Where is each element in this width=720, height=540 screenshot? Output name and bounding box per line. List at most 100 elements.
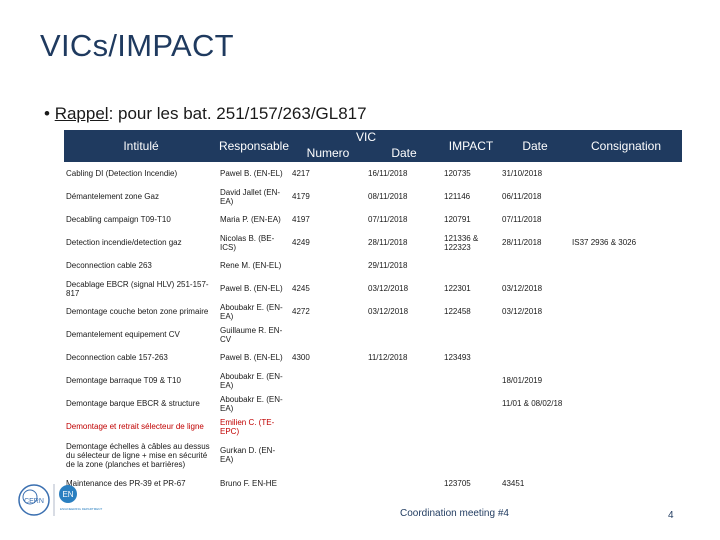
- cell-responsable: Rene M. (EN-EL): [220, 261, 282, 270]
- cell-impact-date: 11/01 & 08/02/18: [502, 399, 563, 408]
- cell-responsable: Emilien C. (TE-EPC): [220, 417, 275, 436]
- bullet-underlined: Rappel: [54, 104, 109, 123]
- cell-responsable: Aboubakr E. (EN-EA): [220, 394, 283, 413]
- cell-vic-numero: [290, 323, 366, 346]
- table-row: Demontage barraque T09 & T10 Aboubakr E. …: [64, 369, 682, 392]
- cell-intitule: Decabling campaign T09-T10: [66, 215, 171, 224]
- cell-consignation: [570, 369, 682, 392]
- cell-impact-date: [500, 254, 570, 277]
- table-row: Maintenance des PR-39 et PR-67 Bruno F. E…: [64, 472, 682, 495]
- cell-impact: [442, 323, 500, 346]
- en-logo-caption: ENGINEERING DEPARTMENT: [60, 507, 102, 511]
- cell-consignation: [570, 346, 682, 369]
- cell-impact-date: 31/10/2018: [502, 169, 543, 178]
- cell-impact: 122458: [444, 307, 471, 316]
- header-consignation: Consignation: [570, 130, 683, 162]
- cell-consignation: [570, 438, 682, 472]
- cell-intitule: Deconnection cable 157-263: [66, 353, 168, 362]
- table-row: Demontage échelles à câbles au dessus du…: [64, 438, 682, 472]
- cell-vic-numero: [290, 369, 366, 392]
- cell-vic-date: 03/12/2018: [368, 284, 409, 293]
- header-intitule: Intitulé: [64, 130, 218, 162]
- cell-impact: 123493: [444, 353, 471, 362]
- header-impact: IMPACT: [442, 130, 501, 162]
- cell-vic-numero: 4300: [292, 353, 310, 362]
- cell-consignation: [570, 162, 682, 185]
- cell-intitule: Demontage barraque T09 & T10: [66, 376, 181, 385]
- cell-vic-numero: 4197: [292, 215, 310, 224]
- cell-intitule: Deconnection cable 263: [66, 261, 152, 270]
- cell-vic-date: 29/11/2018: [368, 261, 408, 270]
- cell-impact-date: [500, 438, 570, 472]
- cell-vic-numero: 4217: [292, 169, 310, 178]
- cell-intitule: Démantelement zone Gaz: [66, 192, 159, 201]
- cell-consignation: [570, 185, 682, 208]
- cell-responsable: Nicolas B. (BE-ICS): [220, 233, 275, 252]
- cern-logo-inner-ring: [22, 489, 38, 505]
- table-row: Démantelement zone Gaz David Jallet (EN-E…: [64, 185, 682, 208]
- cell-impact-date: 03/12/2018: [502, 307, 543, 316]
- table-row: Demontage couche beton zone primaire Abou…: [64, 300, 682, 323]
- cell-impact: [442, 369, 500, 392]
- cell-impact: [442, 254, 500, 277]
- rappel-bullet: • Rappel: pour les bat. 251/157/263/GL81…: [44, 104, 367, 124]
- cell-impact: 123705: [444, 479, 471, 488]
- cell-impact-date: 07/11/2018: [502, 215, 542, 224]
- cell-consignation: [570, 392, 682, 415]
- header-responsable: Responsable: [218, 130, 290, 162]
- cell-vic-date: 11/12/2018: [368, 353, 408, 362]
- cell-impact: 121336 & 122323: [444, 233, 479, 252]
- cern-logo-ring: [18, 484, 50, 516]
- table-row: Decabling campaign T09-T10 Maria P. (EN-E…: [64, 208, 682, 231]
- cell-impact: 120735: [444, 169, 471, 178]
- cell-impact-date: [500, 346, 570, 369]
- cell-responsable: Bruno F. EN-HE: [220, 479, 277, 488]
- vic-table: Intitulé Responsable VIC IMPACT Date Con…: [64, 130, 683, 495]
- cell-vic-date: 16/11/2018: [368, 169, 408, 178]
- cell-impact-date: [500, 323, 570, 346]
- table-row: Demontage et retrait sélecteur de ligne E…: [64, 415, 682, 438]
- cell-responsable: Pawel B. (EN-EL): [220, 169, 283, 178]
- en-logo-badge: [59, 485, 77, 503]
- cell-vic-date: 28/11/2018: [368, 238, 408, 247]
- table-row: Detection incendie/detection gaz Nicolas …: [64, 231, 682, 254]
- cell-responsable: Guillaume R. EN-CV: [220, 325, 283, 344]
- cell-vic-numero: [290, 254, 366, 277]
- cell-intitule: Maintenance des PR-39 et PR-67: [66, 479, 186, 488]
- cell-vic-numero: [290, 438, 366, 472]
- bullet-rest: : pour les bat. 251/157/263/GL817: [108, 104, 367, 123]
- cell-vic-numero: [290, 392, 366, 415]
- cell-responsable: Aboubakr E. (EN-EA): [220, 371, 283, 390]
- cell-vic-date: [366, 438, 442, 472]
- cell-vic-numero: 4249: [292, 238, 310, 247]
- cell-impact: [442, 392, 500, 415]
- cell-vic-date: [366, 392, 442, 415]
- bullet-marker: •: [44, 104, 50, 123]
- cell-vic-date: [366, 323, 442, 346]
- cell-consignation: [570, 323, 682, 346]
- table-row: Demontage barque EBCR & structure Aboubak…: [64, 392, 682, 415]
- cell-responsable: Gurkan D. (EN-EA): [220, 446, 276, 464]
- table-row: Deconnection cable 157-263 Pawel B. (EN-E…: [64, 346, 682, 369]
- cell-intitule: Decablage EBCR (signal HLV) 251-157-817: [66, 279, 209, 298]
- header-impact-date: Date: [500, 130, 571, 162]
- cell-impact-date: 18/01/2019: [502, 376, 543, 385]
- cell-intitule: Demontage et retrait sélecteur de ligne: [66, 422, 204, 431]
- cell-vic-date: 07/11/2018: [368, 215, 408, 224]
- cell-consignation: [570, 415, 682, 438]
- cell-impact-date: 43451: [502, 479, 525, 488]
- table-row: Deconnection cable 263 Rene M. (EN-EL) 29/…: [64, 254, 682, 277]
- cell-impact: 122301: [444, 284, 471, 293]
- table-body: Cabling DI (Detection Incendie) Pawel B. …: [64, 162, 682, 495]
- cell-vic-date: 03/12/2018: [368, 307, 409, 316]
- header-vic-date: Date: [366, 144, 443, 162]
- cell-impact-date: 03/12/2018: [502, 284, 543, 293]
- cell-intitule: Detection incendie/detection gaz: [66, 238, 182, 247]
- footer-text: Coordination meeting #4: [400, 508, 509, 519]
- header-numero: Numero: [290, 144, 366, 162]
- cell-vic-numero: [290, 472, 366, 495]
- cell-responsable: Pawel B. (EN-EL): [220, 284, 283, 293]
- cell-vic-numero: 4245: [292, 284, 310, 293]
- table-row: Cabling DI (Detection Incendie) Pawel B. …: [64, 162, 682, 185]
- page-number: 4: [668, 510, 674, 521]
